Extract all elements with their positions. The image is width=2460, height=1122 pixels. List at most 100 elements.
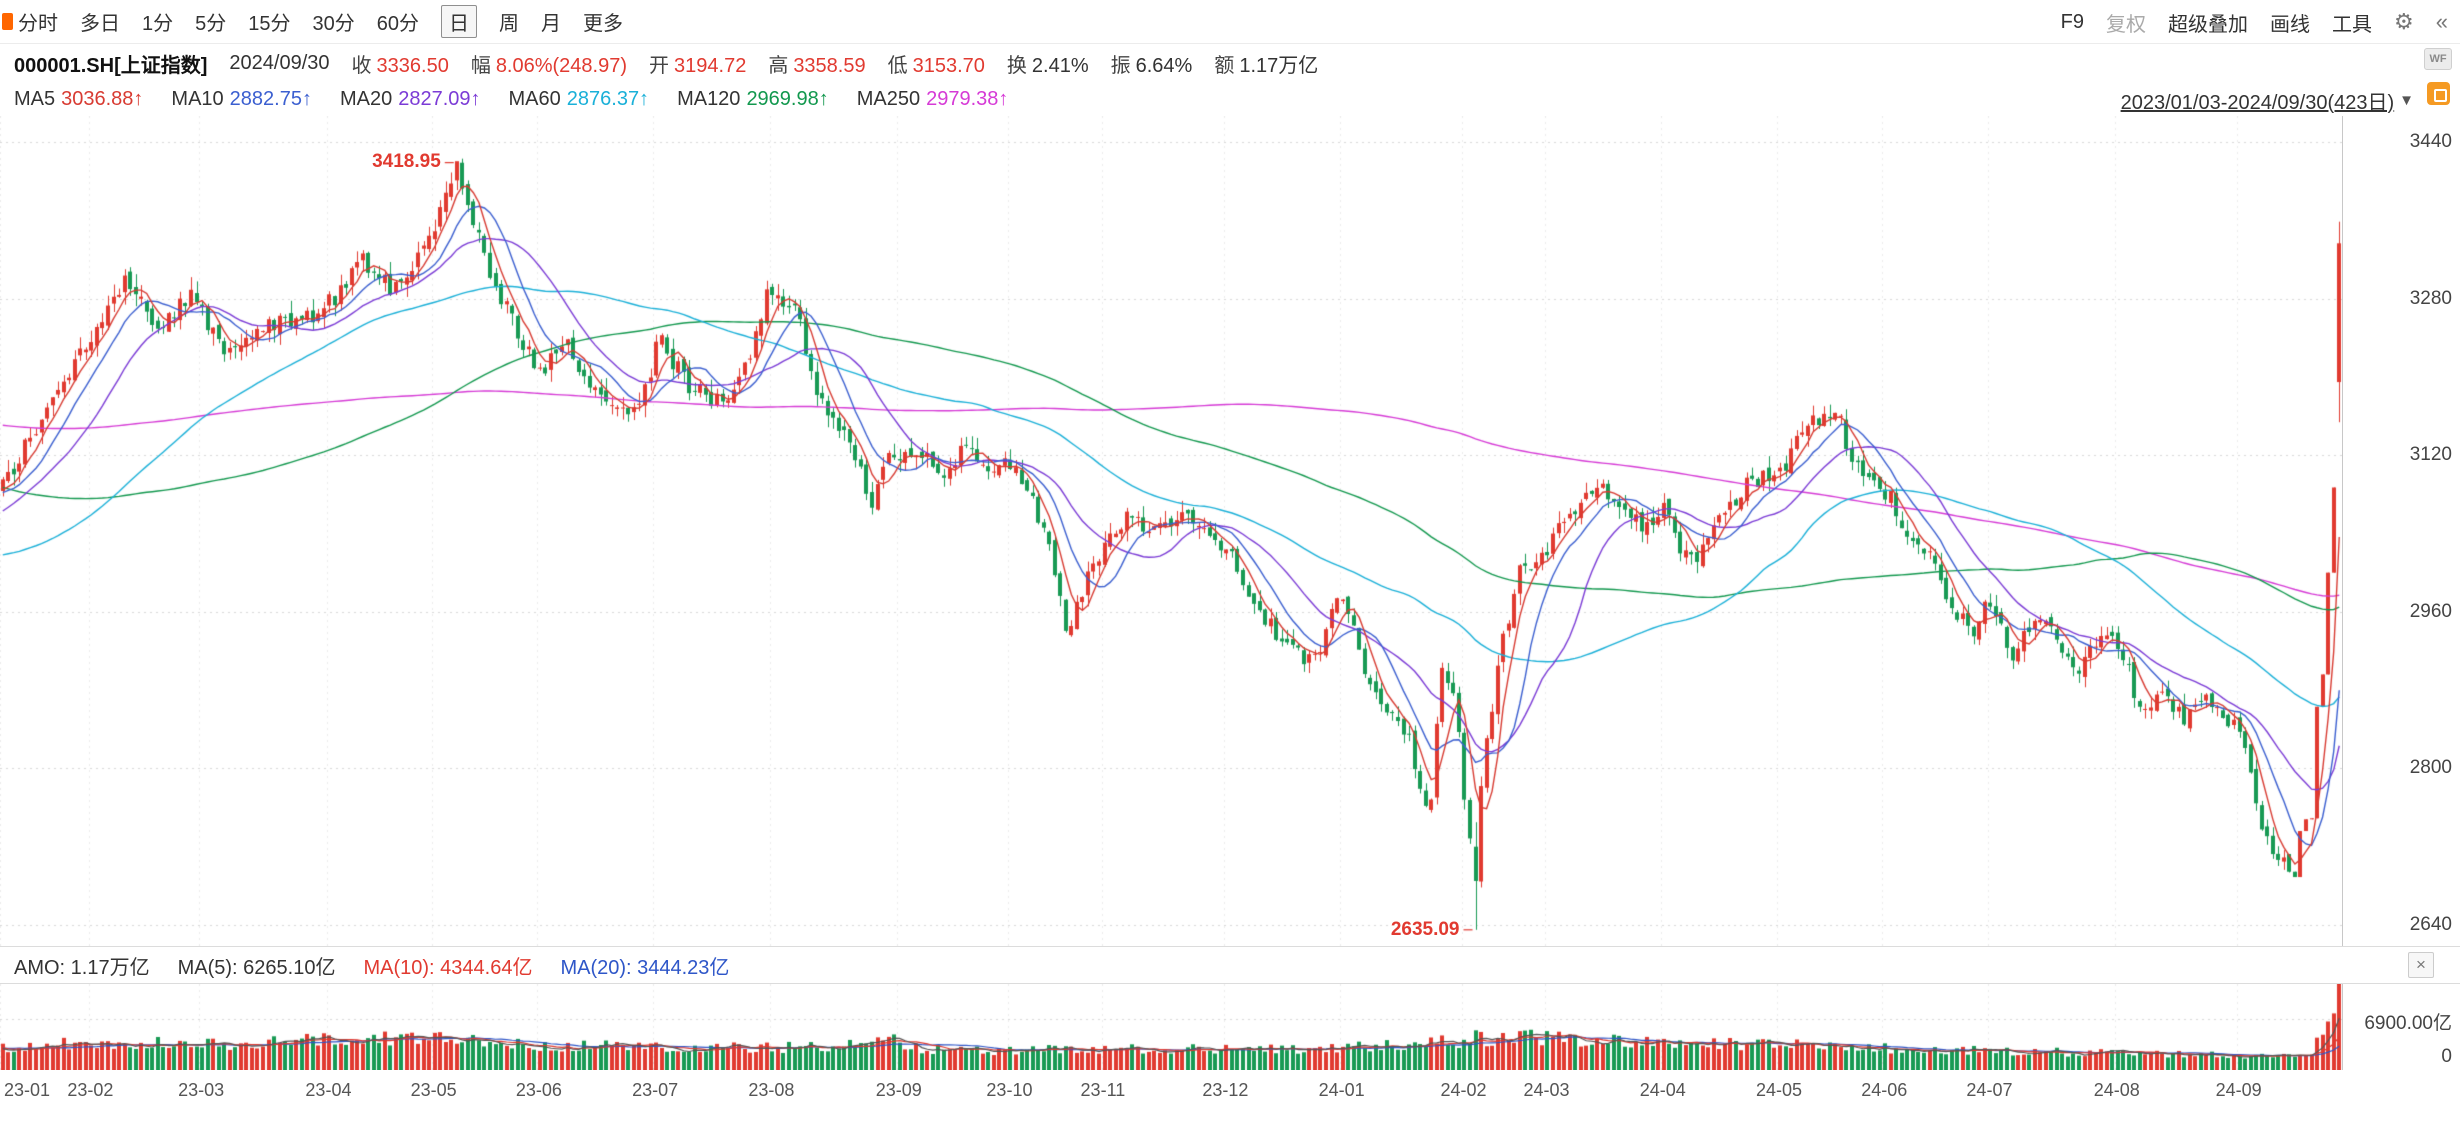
- quote-date: 2024/09/30: [229, 51, 330, 74]
- x-axis-label: 23-05: [410, 1080, 457, 1100]
- ma-label: MA60: [508, 87, 561, 110]
- y-axis-label: 2640: [2409, 914, 2452, 935]
- tab-intraday[interactable]: 分时: [18, 13, 58, 35]
- field-label: 振: [1110, 54, 1131, 77]
- x-axis-label: 23-07: [632, 1080, 679, 1100]
- x-axis-label: 23-03: [178, 1080, 225, 1100]
- vol-ma20-value: MA(20): 3444.23亿: [560, 956, 730, 979]
- close-indicator-button[interactable]: ×: [2408, 952, 2434, 978]
- date-range-label: 2023/01/03-2024/09/30(423日): [2120, 92, 2395, 114]
- ma-value: 2876.37↑: [566, 87, 650, 110]
- ma-value: 2882.75↑: [229, 87, 312, 110]
- ma-value: 3036.88↑: [61, 87, 144, 110]
- field-value: 6.64%: [1135, 54, 1193, 77]
- tab-1min[interactable]: 1分: [142, 13, 174, 35]
- x-axis-label: 24-07: [1966, 1080, 2013, 1100]
- field-label: 幅: [470, 54, 491, 77]
- symbol-name: 000001.SH[上证指数]: [14, 54, 208, 77]
- field-change: 幅 8.06%(248.97): [471, 49, 627, 78]
- quote-fields: 收 3336.50 幅 8.06%(248.97) 开 3194.72 高 3358.59 低 3…: [352, 49, 1319, 78]
- x-axis-label: 23-01: [4, 1080, 51, 1100]
- volume-canvas[interactable]: [0, 984, 2342, 1070]
- y-axis-label: 3440: [2409, 131, 2452, 152]
- x-axis-label: 24-06: [1861, 1080, 1908, 1100]
- collapse-panel-icon[interactable]: «: [2435, 9, 2448, 34]
- ma60-indicator: MA60 2876.37↑: [509, 88, 650, 111]
- x-axis-label: 24-04: [1639, 1080, 1686, 1100]
- field-value: 8.06%(248.97): [495, 54, 628, 77]
- y-axis-label: 3120: [2409, 444, 2452, 466]
- low-price-annotation: 2635.09: [1388, 918, 1462, 941]
- x-axis-label: 24-03: [1523, 1080, 1570, 1100]
- x-axis-label: 24-02: [1440, 1080, 1487, 1100]
- field-label: 低: [887, 54, 908, 77]
- y-axis-label: 3280: [2409, 287, 2452, 309]
- field-label: 收: [351, 54, 372, 77]
- field-turnover: 换 2.41%: [1007, 49, 1089, 78]
- tab-60min[interactable]: 60分: [376, 13, 419, 35]
- volume-axis-label: 6900.00亿: [2364, 1013, 2452, 1035]
- tab-more[interactable]: 更多: [583, 13, 623, 35]
- y-axis-label: 2960: [2409, 600, 2452, 622]
- tab-15min[interactable]: 15分: [248, 13, 291, 35]
- tab-30min[interactable]: 30分: [312, 13, 355, 35]
- tools-button[interactable]: 工具: [2332, 13, 2373, 36]
- field-amplitude: 振 6.64%: [1111, 49, 1193, 78]
- field-close: 收 3336.50: [352, 49, 449, 78]
- ma10-indicator: MA10 2882.75↑: [171, 88, 312, 111]
- tab-daily[interactable]: 日: [441, 5, 477, 38]
- field-label: 开: [649, 54, 670, 77]
- field-open: 开 3194.72: [649, 49, 746, 78]
- quote-info-bar: 000001.SH[上证指数] 2024/09/30 收 3336.50 幅 8.06…: [0, 44, 2460, 82]
- main-chart-area: [0, 116, 2342, 946]
- volume-axis-zero: 0: [2441, 1046, 2452, 1067]
- field-low: 低 3153.70: [888, 49, 985, 78]
- tab-monthly[interactable]: 月: [541, 13, 561, 35]
- super-overlay-button[interactable]: 超级叠加: [2168, 13, 2249, 36]
- draw-line-button[interactable]: 画线: [2270, 13, 2311, 36]
- amo-value: AMO: 1.17万亿: [14, 956, 150, 979]
- x-axis-label: 24-09: [2215, 1080, 2262, 1100]
- x-axis-label: 24-08: [2093, 1080, 2140, 1100]
- settings-gear-icon[interactable]: ⚙: [2394, 9, 2414, 34]
- x-axis-label: 24-05: [1756, 1080, 1803, 1100]
- date-range-selector[interactable]: 2023/01/03-2024/09/30(423日) ▼: [2121, 86, 2414, 115]
- app-icon: [2, 13, 13, 30]
- ma120-indicator: MA120 2969.98↑: [677, 88, 829, 111]
- period-tabs: 分时 多日 1分 5分 15分 30分 60分日周月更多: [18, 5, 623, 38]
- ma20-indicator: MA20 2827.09↑: [340, 88, 481, 111]
- x-axis-label: 23-08: [748, 1080, 795, 1100]
- tab-multiday[interactable]: 多日: [80, 13, 120, 35]
- main-candlestick-canvas[interactable]: [0, 116, 2342, 946]
- field-value: 3153.70: [912, 54, 985, 77]
- tab-weekly[interactable]: 周: [499, 13, 519, 35]
- x-axis-label: 23-06: [515, 1080, 562, 1100]
- ma-indicator-bar: MA5 3036.88↑ MA10 2882.75↑ MA20 2827.09↑ MA60 2…: [0, 82, 2460, 116]
- ma-value: 2979.38↑: [926, 87, 1009, 110]
- field-value: 2.41%: [1031, 54, 1089, 77]
- chevron-down-icon: ▼: [2399, 92, 2414, 109]
- ma-value: 2827.09↑: [398, 87, 481, 110]
- tab-5min[interactable]: 5分: [195, 13, 227, 35]
- lock-icon[interactable]: [2427, 82, 2450, 105]
- x-axis-label: 23-12: [1202, 1080, 1249, 1100]
- y-axis-divider: [2342, 116, 2343, 1070]
- ma-label: MA20: [339, 87, 393, 110]
- wf-badge[interactable]: WF: [2424, 48, 2452, 70]
- field-high: 高 3358.59: [768, 49, 865, 78]
- x-axis-label: 23-09: [875, 1080, 922, 1100]
- x-axis-label: 23-10: [986, 1080, 1033, 1100]
- f9-button[interactable]: F9: [2060, 10, 2085, 33]
- ma-label: MA5: [14, 87, 56, 110]
- field-value: 3336.50: [376, 54, 449, 77]
- x-axis-label: 23-04: [305, 1080, 352, 1100]
- ma250-indicator: MA250 2979.38↑: [857, 88, 1009, 111]
- volume-indicator-header: AMO: 1.17万亿 MA(5): 6265.10亿 MA(10): 4344.6…: [0, 946, 2460, 984]
- adjust-mode-button[interactable]: 复权: [2106, 13, 2147, 36]
- ma-label: MA10: [171, 87, 224, 110]
- vol-ma10-value: MA(10): 4344.64亿: [363, 956, 533, 979]
- field-value: 3358.59: [793, 54, 866, 77]
- field-value: 3194.72: [674, 54, 747, 77]
- toolbar-right: F9 复权 超级叠加 画线 工具 ⚙ «: [2061, 0, 2448, 44]
